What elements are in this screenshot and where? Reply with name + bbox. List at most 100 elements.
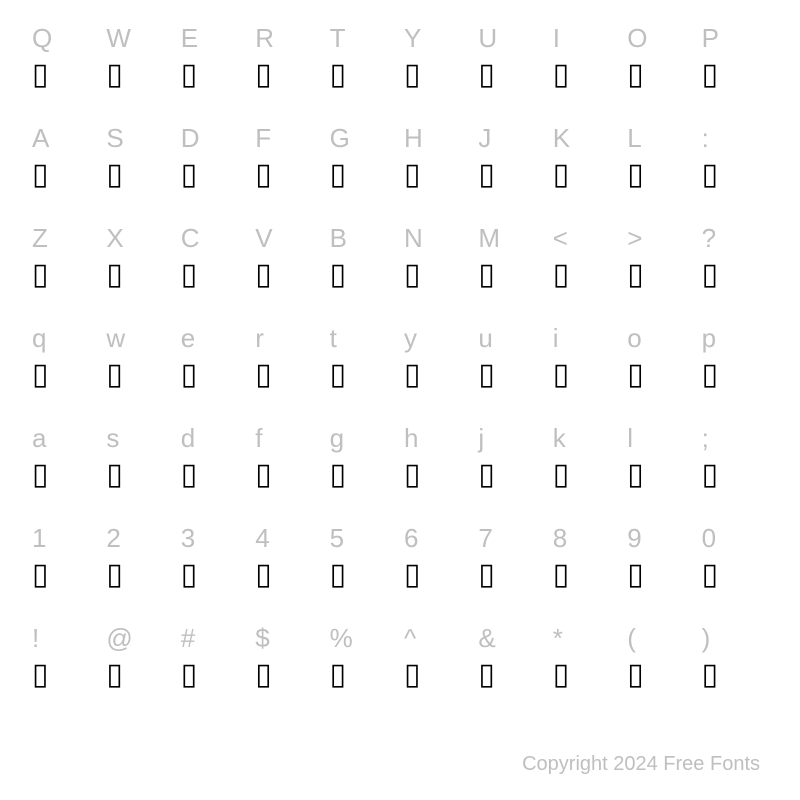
- glyph-placeholder: ▯: [106, 160, 123, 190]
- glyph-placeholder: ▯: [553, 160, 570, 190]
- char-cell: >▯: [623, 222, 697, 322]
- glyph-placeholder: ▯: [181, 260, 198, 290]
- char-cell: Q▯: [28, 22, 102, 122]
- glyph-placeholder: ▯: [106, 460, 123, 490]
- char-cell: W▯: [102, 22, 176, 122]
- char-label: u: [478, 322, 492, 354]
- glyph-placeholder: ▯: [106, 660, 123, 690]
- glyph-placeholder: ▯: [404, 560, 421, 590]
- char-cell: 6▯: [400, 522, 474, 622]
- char-label: :: [702, 122, 709, 154]
- glyph-placeholder: ▯: [553, 360, 570, 390]
- char-cell: P▯: [698, 22, 772, 122]
- char-cell: s▯: [102, 422, 176, 522]
- char-cell: U▯: [474, 22, 548, 122]
- char-cell: H▯: [400, 122, 474, 222]
- glyph-placeholder: ▯: [702, 660, 719, 690]
- char-cell: %▯: [326, 622, 400, 722]
- glyph-placeholder: ▯: [330, 560, 347, 590]
- char-label: @: [106, 622, 132, 654]
- glyph-placeholder: ▯: [404, 460, 421, 490]
- char-cell: r▯: [251, 322, 325, 422]
- char-cell: q▯: [28, 322, 102, 422]
- char-cell: T▯: [326, 22, 400, 122]
- char-cell: p▯: [698, 322, 772, 422]
- glyph-placeholder: ▯: [330, 60, 347, 90]
- char-cell: :▯: [698, 122, 772, 222]
- glyph-placeholder: ▯: [32, 60, 49, 90]
- char-label: N: [404, 222, 423, 254]
- char-label: K: [553, 122, 570, 154]
- glyph-placeholder: ▯: [702, 160, 719, 190]
- char-cell: A▯: [28, 122, 102, 222]
- glyph-placeholder: ▯: [330, 360, 347, 390]
- glyph-placeholder: ▯: [478, 60, 495, 90]
- char-cell: d▯: [177, 422, 251, 522]
- char-cell: 2▯: [102, 522, 176, 622]
- char-cell: J▯: [474, 122, 548, 222]
- char-label: Z: [32, 222, 48, 254]
- char-cell: y▯: [400, 322, 474, 422]
- char-label: r: [255, 322, 264, 354]
- char-cell: X▯: [102, 222, 176, 322]
- glyph-placeholder: ▯: [181, 560, 198, 590]
- copyright-footer: Copyright 2024 Free Fonts: [522, 753, 760, 776]
- char-label: 2: [106, 522, 120, 554]
- char-label: J: [478, 122, 491, 154]
- glyph-placeholder: ▯: [404, 60, 421, 90]
- glyph-placeholder: ▯: [106, 560, 123, 590]
- glyph-placeholder: ▯: [181, 60, 198, 90]
- char-cell: M▯: [474, 222, 548, 322]
- char-cell: F▯: [251, 122, 325, 222]
- char-cell: V▯: [251, 222, 325, 322]
- char-label: h: [404, 422, 418, 454]
- char-cell: w▯: [102, 322, 176, 422]
- char-cell: G▯: [326, 122, 400, 222]
- glyph-placeholder: ▯: [181, 160, 198, 190]
- glyph-placeholder: ▯: [627, 560, 644, 590]
- glyph-placeholder: ▯: [404, 360, 421, 390]
- char-label: f: [255, 422, 262, 454]
- glyph-placeholder: ▯: [404, 660, 421, 690]
- char-label: P: [702, 22, 719, 54]
- char-label: a: [32, 422, 46, 454]
- glyph-placeholder: ▯: [255, 360, 272, 390]
- char-label: O: [627, 22, 647, 54]
- glyph-placeholder: ▯: [181, 460, 198, 490]
- char-label: g: [330, 422, 344, 454]
- glyph-placeholder: ▯: [32, 160, 49, 190]
- char-label: 1: [32, 522, 46, 554]
- glyph-placeholder: ▯: [478, 560, 495, 590]
- glyph-placeholder: ▯: [478, 660, 495, 690]
- char-label: ?: [702, 222, 716, 254]
- char-label: W: [106, 22, 131, 54]
- glyph-placeholder: ▯: [106, 360, 123, 390]
- char-label: d: [181, 422, 195, 454]
- char-label: T: [330, 22, 346, 54]
- glyph-placeholder: ▯: [702, 260, 719, 290]
- char-label: ;: [702, 422, 709, 454]
- glyph-placeholder: ▯: [32, 660, 49, 690]
- char-cell: K▯: [549, 122, 623, 222]
- char-cell: B▯: [326, 222, 400, 322]
- glyph-placeholder: ▯: [181, 660, 198, 690]
- char-label: l: [627, 422, 633, 454]
- char-label: I: [553, 22, 560, 54]
- char-cell: k▯: [549, 422, 623, 522]
- char-label: &: [478, 622, 495, 654]
- char-cell: 7▯: [474, 522, 548, 622]
- char-label: o: [627, 322, 641, 354]
- char-label: H: [404, 122, 423, 154]
- char-label: 7: [478, 522, 492, 554]
- char-label: j: [478, 422, 484, 454]
- glyph-placeholder: ▯: [702, 360, 719, 390]
- char-cell: <▯: [549, 222, 623, 322]
- glyph-placeholder: ▯: [106, 260, 123, 290]
- glyph-placeholder: ▯: [627, 460, 644, 490]
- char-cell: u▯: [474, 322, 548, 422]
- glyph-placeholder: ▯: [702, 560, 719, 590]
- char-label: M: [478, 222, 500, 254]
- glyph-placeholder: ▯: [627, 360, 644, 390]
- char-label: 9: [627, 522, 641, 554]
- char-label: V: [255, 222, 272, 254]
